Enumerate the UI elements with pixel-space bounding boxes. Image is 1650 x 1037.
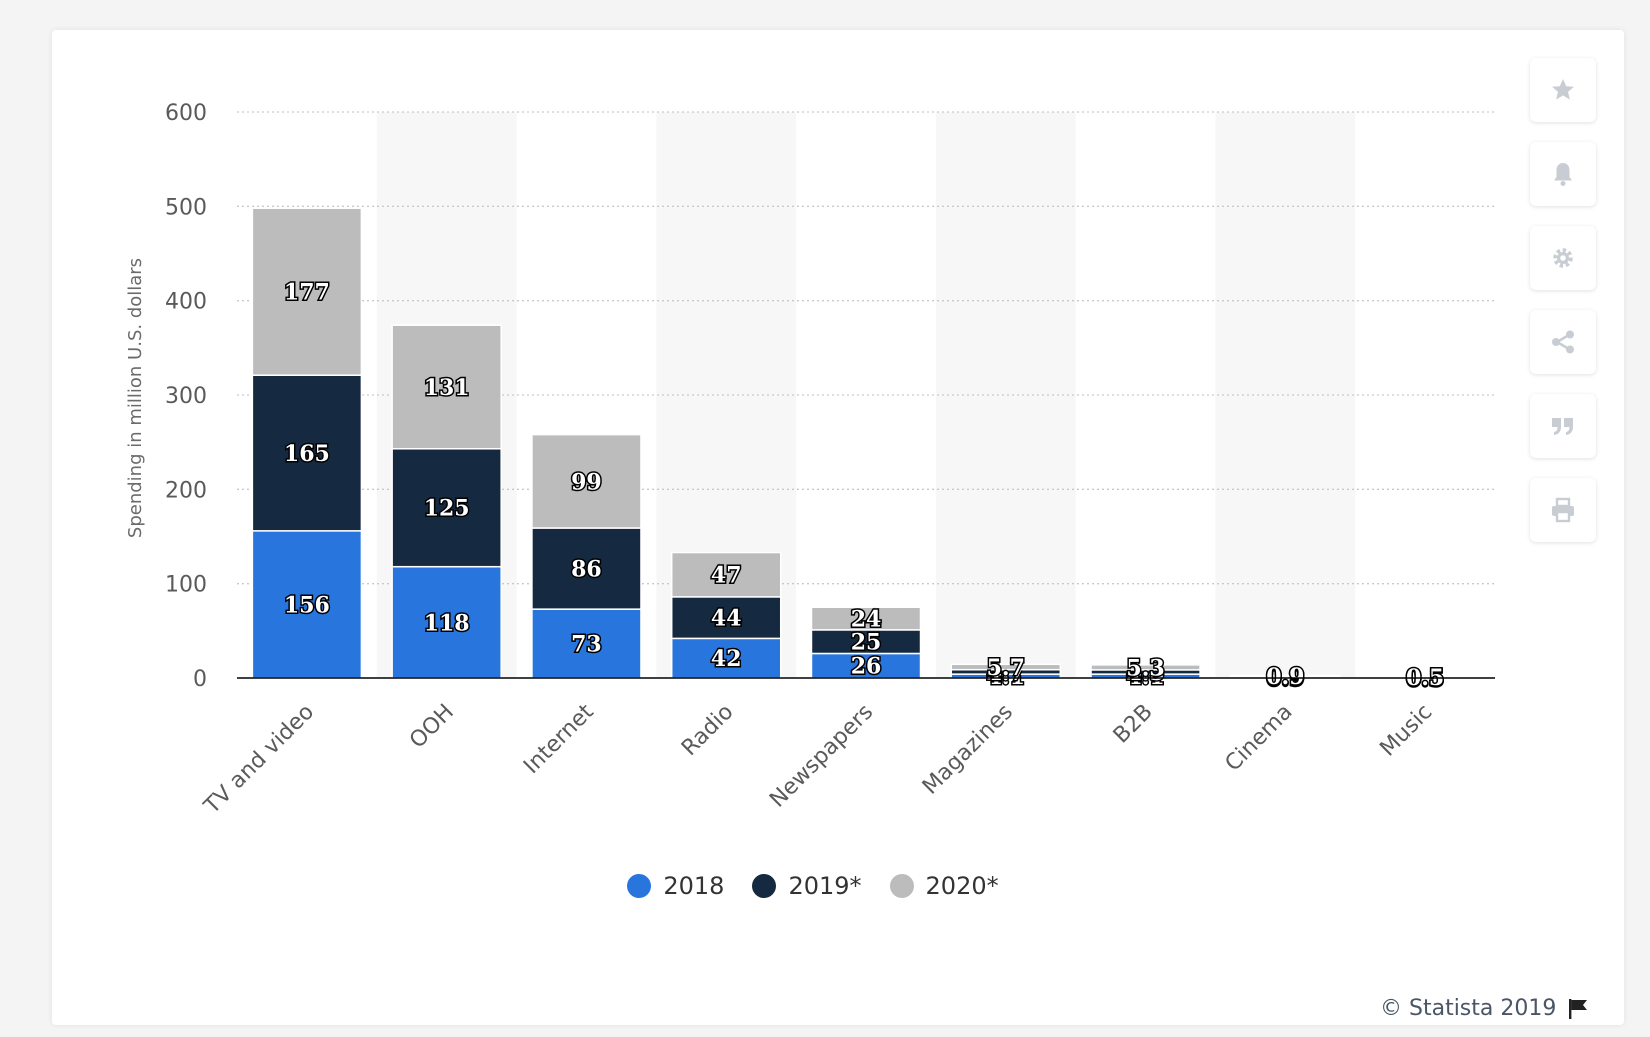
favorite-button[interactable] bbox=[1530, 58, 1596, 122]
column-band bbox=[1215, 112, 1356, 678]
legend-swatch bbox=[752, 874, 777, 898]
legend-item[interactable]: 2020* bbox=[889, 872, 999, 900]
data-label: 165 bbox=[284, 441, 330, 467]
data-label: 47 bbox=[711, 563, 742, 589]
data-label: 118 bbox=[424, 610, 470, 636]
print-icon bbox=[1552, 497, 1574, 523]
legend-label: 2018 bbox=[663, 872, 725, 900]
flag-icon[interactable] bbox=[1566, 997, 1590, 1021]
data-label: 25 bbox=[851, 630, 882, 656]
data-label: 99 bbox=[571, 469, 602, 495]
legend-swatch bbox=[627, 874, 652, 898]
bar-segment-2020-2 bbox=[531, 433, 642, 529]
data-label: 125 bbox=[424, 496, 470, 522]
data-label: 73 bbox=[571, 632, 602, 658]
bell-icon bbox=[1554, 163, 1572, 186]
y-tick-label: 0 bbox=[193, 667, 207, 692]
bar-segment-2018-3 bbox=[670, 637, 782, 679]
data-label: 5.7 bbox=[987, 655, 1025, 681]
data-label: 44 bbox=[711, 606, 742, 632]
bar-segment-2020-7 bbox=[1230, 674, 1341, 678]
y-tick-label: 200 bbox=[165, 478, 207, 503]
y-tick-label: 600 bbox=[165, 101, 207, 126]
x-category-label: B2B bbox=[1109, 700, 1158, 749]
bar-segment-2020-8 bbox=[1369, 675, 1481, 678]
star-icon bbox=[1552, 79, 1574, 100]
x-category-label: Internet bbox=[519, 699, 599, 779]
data-label: 26 bbox=[851, 654, 882, 680]
data-label: 86 bbox=[571, 557, 602, 583]
bar-segment-2020-3 bbox=[670, 551, 782, 598]
legend-label: 2019* bbox=[788, 872, 862, 900]
data-label: 24 bbox=[851, 607, 882, 633]
data-label: 131 bbox=[424, 375, 470, 401]
y-tick-label: 100 bbox=[165, 573, 207, 598]
quote-icon bbox=[1552, 418, 1573, 435]
data-label: 156 bbox=[284, 592, 330, 618]
x-category-label: Magazines bbox=[918, 700, 1018, 800]
bar-segment-2020-5 bbox=[950, 663, 1062, 671]
legend-item[interactable]: 2018 bbox=[627, 872, 724, 900]
x-category-label: TV and video bbox=[199, 700, 319, 820]
chart-legend: 2018 2019* 2020* bbox=[0, 872, 1650, 900]
bar-segment-2020-4 bbox=[810, 606, 922, 631]
x-category-label: Cinema bbox=[1221, 700, 1298, 777]
share-icon bbox=[1552, 330, 1574, 354]
data-label: 42 bbox=[711, 646, 742, 672]
statista-credit[interactable]: © Statista 2019 bbox=[1380, 996, 1590, 1021]
x-category-label: Newspapers bbox=[765, 700, 878, 813]
x-category-label: OOH bbox=[405, 700, 459, 754]
chart-toolbar bbox=[1530, 58, 1596, 562]
bar-segment-2019-1 bbox=[391, 448, 502, 568]
data-label: 0.9 bbox=[1266, 664, 1304, 690]
y-tick-label: 400 bbox=[165, 290, 207, 315]
legend-swatch bbox=[889, 874, 914, 898]
bar-segment-2020-0 bbox=[251, 207, 363, 376]
legend-label: 2020* bbox=[925, 872, 999, 900]
bar-segment-2020-1 bbox=[391, 324, 502, 450]
settings-button[interactable] bbox=[1530, 226, 1596, 290]
gear-icon bbox=[1553, 248, 1573, 268]
y-tick-label: 500 bbox=[165, 195, 207, 220]
bar-segment-2018-0 bbox=[251, 530, 363, 679]
x-category-label: Music bbox=[1375, 700, 1437, 762]
bar-segment-2019-2 bbox=[531, 527, 642, 610]
credit-text: © Statista 2019 bbox=[1380, 996, 1557, 1021]
share-button[interactable] bbox=[1530, 310, 1596, 374]
print-button[interactable] bbox=[1530, 478, 1596, 542]
data-label: 177 bbox=[284, 280, 330, 306]
notification-button[interactable] bbox=[1530, 142, 1596, 206]
y-tick-label: 300 bbox=[165, 384, 207, 409]
x-category-label: Radio bbox=[677, 700, 738, 761]
y-axis-label: Spending in million U.S. dollars bbox=[125, 258, 146, 538]
column-band bbox=[935, 112, 1076, 678]
bar-segment-2020-6 bbox=[1090, 664, 1201, 671]
legend-item[interactable]: 2019* bbox=[752, 872, 862, 900]
cite-button[interactable] bbox=[1530, 394, 1596, 458]
